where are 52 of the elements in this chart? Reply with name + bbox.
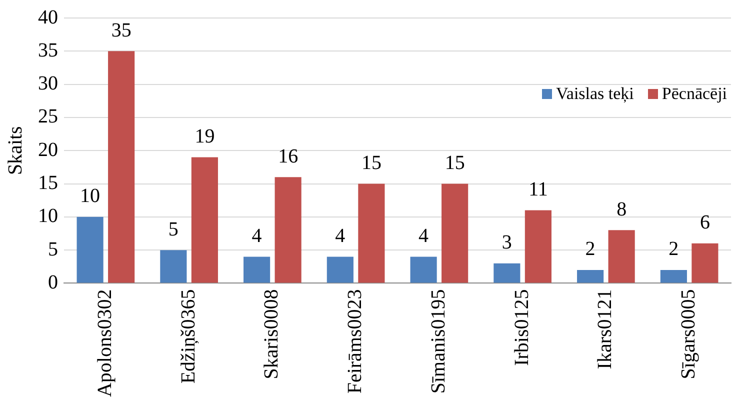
- data-label: 15: [361, 152, 382, 174]
- bar: [410, 256, 437, 283]
- bar: [577, 270, 604, 283]
- data-label: 15: [444, 152, 465, 174]
- data-label: 11: [528, 178, 548, 201]
- y-axis-title: Skaits: [4, 126, 26, 176]
- data-label: 4: [418, 224, 429, 247]
- bar: [442, 184, 468, 283]
- x-tick-label: Apolons0302: [94, 289, 116, 398]
- data-label: 2: [668, 238, 679, 260]
- y-tick-label: 40: [38, 6, 58, 28]
- data-label: 5: [168, 218, 178, 240]
- y-tick-label: 15: [38, 172, 58, 194]
- data-label: 6: [700, 212, 710, 234]
- bar: [524, 210, 552, 283]
- y-tick-label: 0: [48, 271, 58, 294]
- data-label: 4: [252, 224, 262, 247]
- x-tick-label: Edžiņš0365: [177, 289, 200, 384]
- y-tick-label: 30: [38, 72, 58, 95]
- x-tick-label: Irbis0125: [510, 289, 533, 366]
- bar: [608, 230, 635, 283]
- bar: [244, 256, 270, 283]
- bar: [108, 51, 135, 283]
- data-label: 16: [278, 145, 298, 168]
- y-tick-label: 20: [38, 138, 58, 161]
- x-tick-label: Ikars0121: [594, 289, 616, 370]
- bar: [160, 250, 187, 283]
- bar: [494, 263, 520, 283]
- bar: [274, 177, 302, 283]
- x-tick-label: Skaris0008: [260, 289, 283, 380]
- bar: [358, 184, 385, 283]
- x-tick-label: Sīmanis0195: [427, 289, 450, 394]
- data-label: 19: [194, 125, 215, 148]
- y-tick-label: 5: [48, 238, 58, 260]
- data-label: 3: [502, 232, 512, 254]
- legend-label: Pēcnācēji: [662, 84, 728, 104]
- y-tick-label: 35: [38, 39, 58, 62]
- data-label: 8: [616, 198, 627, 220]
- y-tick-label: 10: [38, 205, 58, 228]
- data-label: 35: [111, 19, 132, 42]
- x-tick-label: Feirāms0023: [344, 289, 366, 394]
- y-tick-label: 25: [38, 106, 58, 128]
- x-tick-label: Sīgars0005: [678, 289, 700, 380]
- bar: [76, 216, 104, 283]
- bar: [191, 157, 218, 283]
- bar: [692, 243, 718, 283]
- legend-label: Vaislas teķi: [556, 84, 634, 104]
- bar: [660, 270, 687, 283]
- data-label: 4: [335, 224, 346, 247]
- bar: [326, 256, 354, 283]
- data-label: 2: [585, 238, 596, 260]
- data-label: 10: [80, 185, 100, 208]
